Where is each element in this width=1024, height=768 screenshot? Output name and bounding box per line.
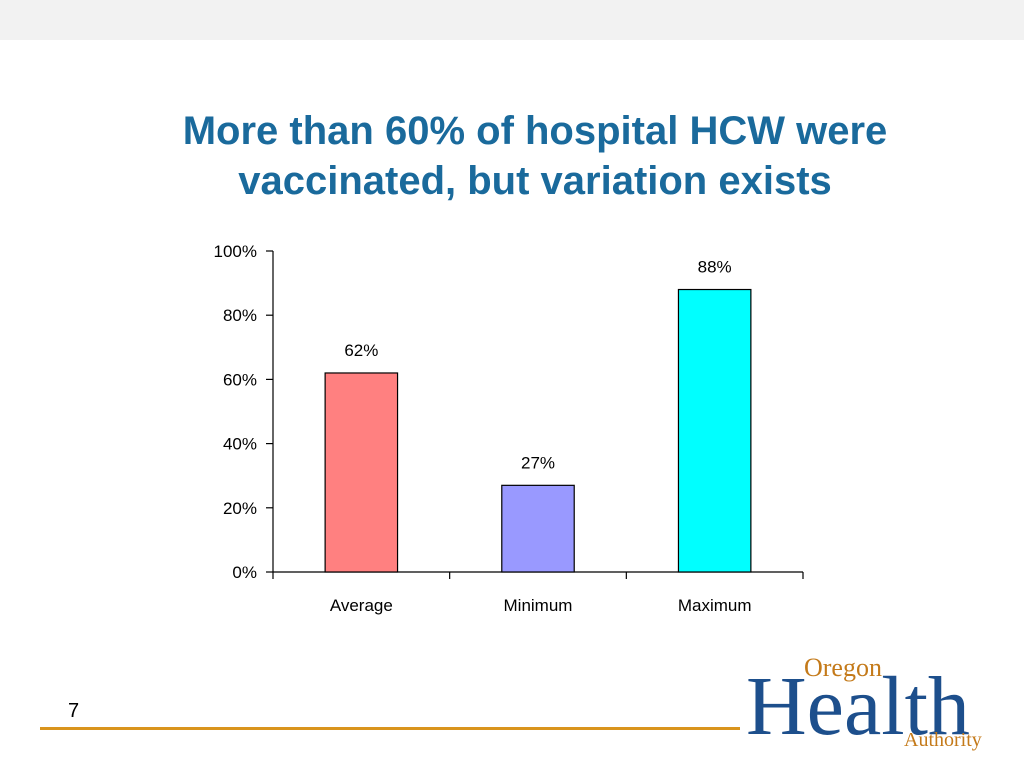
data-label: 88% [698, 258, 732, 277]
oregon-health-authority-logo: Health Oregon Authority [746, 653, 982, 752]
y-tick-label: 40% [223, 435, 257, 454]
logo-oregon-text: Oregon [804, 653, 882, 682]
bar-maximum [677, 288, 752, 573]
y-tick-label: 0% [232, 563, 257, 582]
slide-title-line-1: More than 60% of hospital HCW were [182, 109, 888, 153]
bar-average [324, 372, 399, 573]
y-tick-label: 20% [223, 499, 257, 518]
y-tick-label: 80% [223, 306, 257, 325]
top-band [0, 0, 1024, 40]
x-tick-label: Average [330, 596, 393, 615]
x-tick-label: Maximum [678, 596, 752, 615]
slide-title: More than 60% of hospital HCW were vacci… [100, 106, 970, 206]
bar-minimum [501, 484, 575, 573]
footer-rule [40, 727, 740, 730]
page-number: 7 [68, 700, 80, 722]
y-tick-label: 100% [214, 242, 257, 261]
data-label: 62% [344, 341, 378, 360]
slide-title-line-2: vaccinated, but variation exists [238, 159, 832, 203]
logo-authority-text: Authority [904, 729, 982, 751]
data-label: 27% [521, 453, 555, 472]
x-tick-label: Minimum [504, 596, 573, 615]
logo-health-text: Health [746, 660, 970, 752]
y-tick-label: 60% [223, 370, 257, 389]
